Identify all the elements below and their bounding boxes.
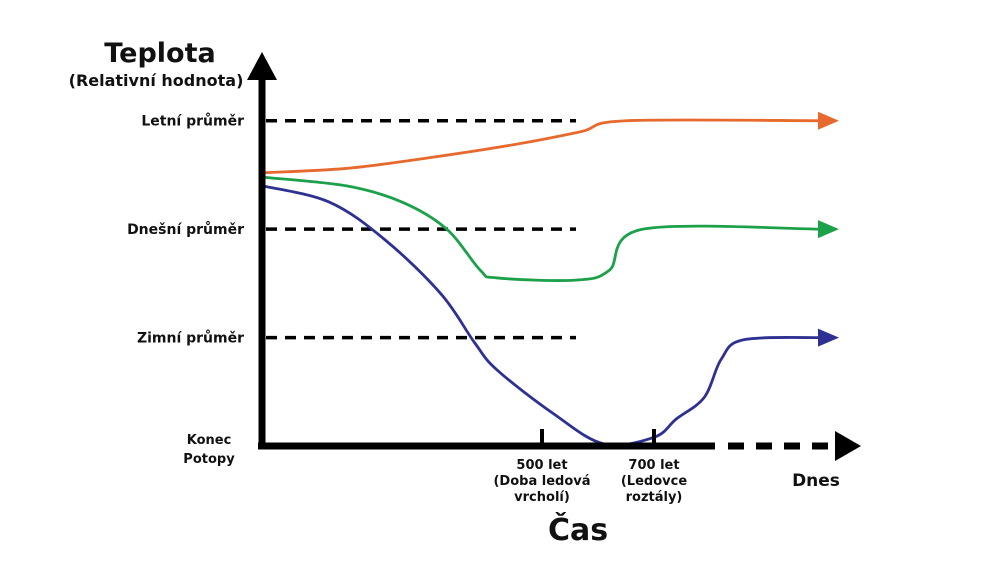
x-tick-label: (Doba ledová bbox=[493, 474, 590, 489]
x-tick-label: vrcholí) bbox=[514, 490, 570, 505]
x-tick-label: roztály) bbox=[626, 490, 683, 505]
x-axis-arrow bbox=[835, 431, 861, 461]
reference-label: Zimní průměr bbox=[137, 330, 244, 347]
reference-label: Dnešní průměr bbox=[127, 221, 244, 238]
chart-subtitle: (Relativní hodnota) bbox=[69, 71, 244, 90]
axes bbox=[247, 52, 861, 461]
series-line-today bbox=[260, 175, 824, 282]
series-arrow-winter bbox=[818, 328, 839, 347]
chart-title: Teplota bbox=[104, 38, 215, 69]
x-axis-label: Čas bbox=[548, 511, 608, 548]
series-group bbox=[260, 111, 839, 447]
reference-lines: Letní průměr Dnešní průměr Zimní průměr bbox=[127, 113, 576, 347]
x-end-label: Dnes bbox=[792, 471, 840, 491]
x-tick-label: (Ledovce bbox=[621, 474, 687, 489]
series-arrow-summer bbox=[818, 111, 839, 130]
x-tick-label: 500 let bbox=[516, 458, 567, 473]
series-line-summer bbox=[260, 118, 824, 175]
series-line-winter bbox=[260, 184, 824, 447]
y-axis-arrow bbox=[247, 52, 277, 80]
x-tick-label: 700 let bbox=[628, 458, 679, 473]
x-start-label-line2: Potopy bbox=[183, 452, 235, 467]
reference-label: Letní průměr bbox=[141, 113, 244, 130]
series-arrow-today bbox=[818, 220, 839, 239]
x-start-label-line1: Konec bbox=[187, 433, 232, 448]
